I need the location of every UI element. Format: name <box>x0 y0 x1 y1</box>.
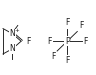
Text: F: F <box>65 18 69 27</box>
Text: F: F <box>27 37 31 46</box>
Text: N: N <box>10 29 15 38</box>
Text: +: + <box>14 28 19 33</box>
Text: F: F <box>47 37 51 46</box>
Text: F: F <box>65 56 69 65</box>
Text: F: F <box>83 37 87 46</box>
Text: F: F <box>51 52 55 61</box>
Text: N: N <box>10 44 15 53</box>
Text: F: F <box>79 21 83 30</box>
Text: P: P <box>65 37 70 46</box>
